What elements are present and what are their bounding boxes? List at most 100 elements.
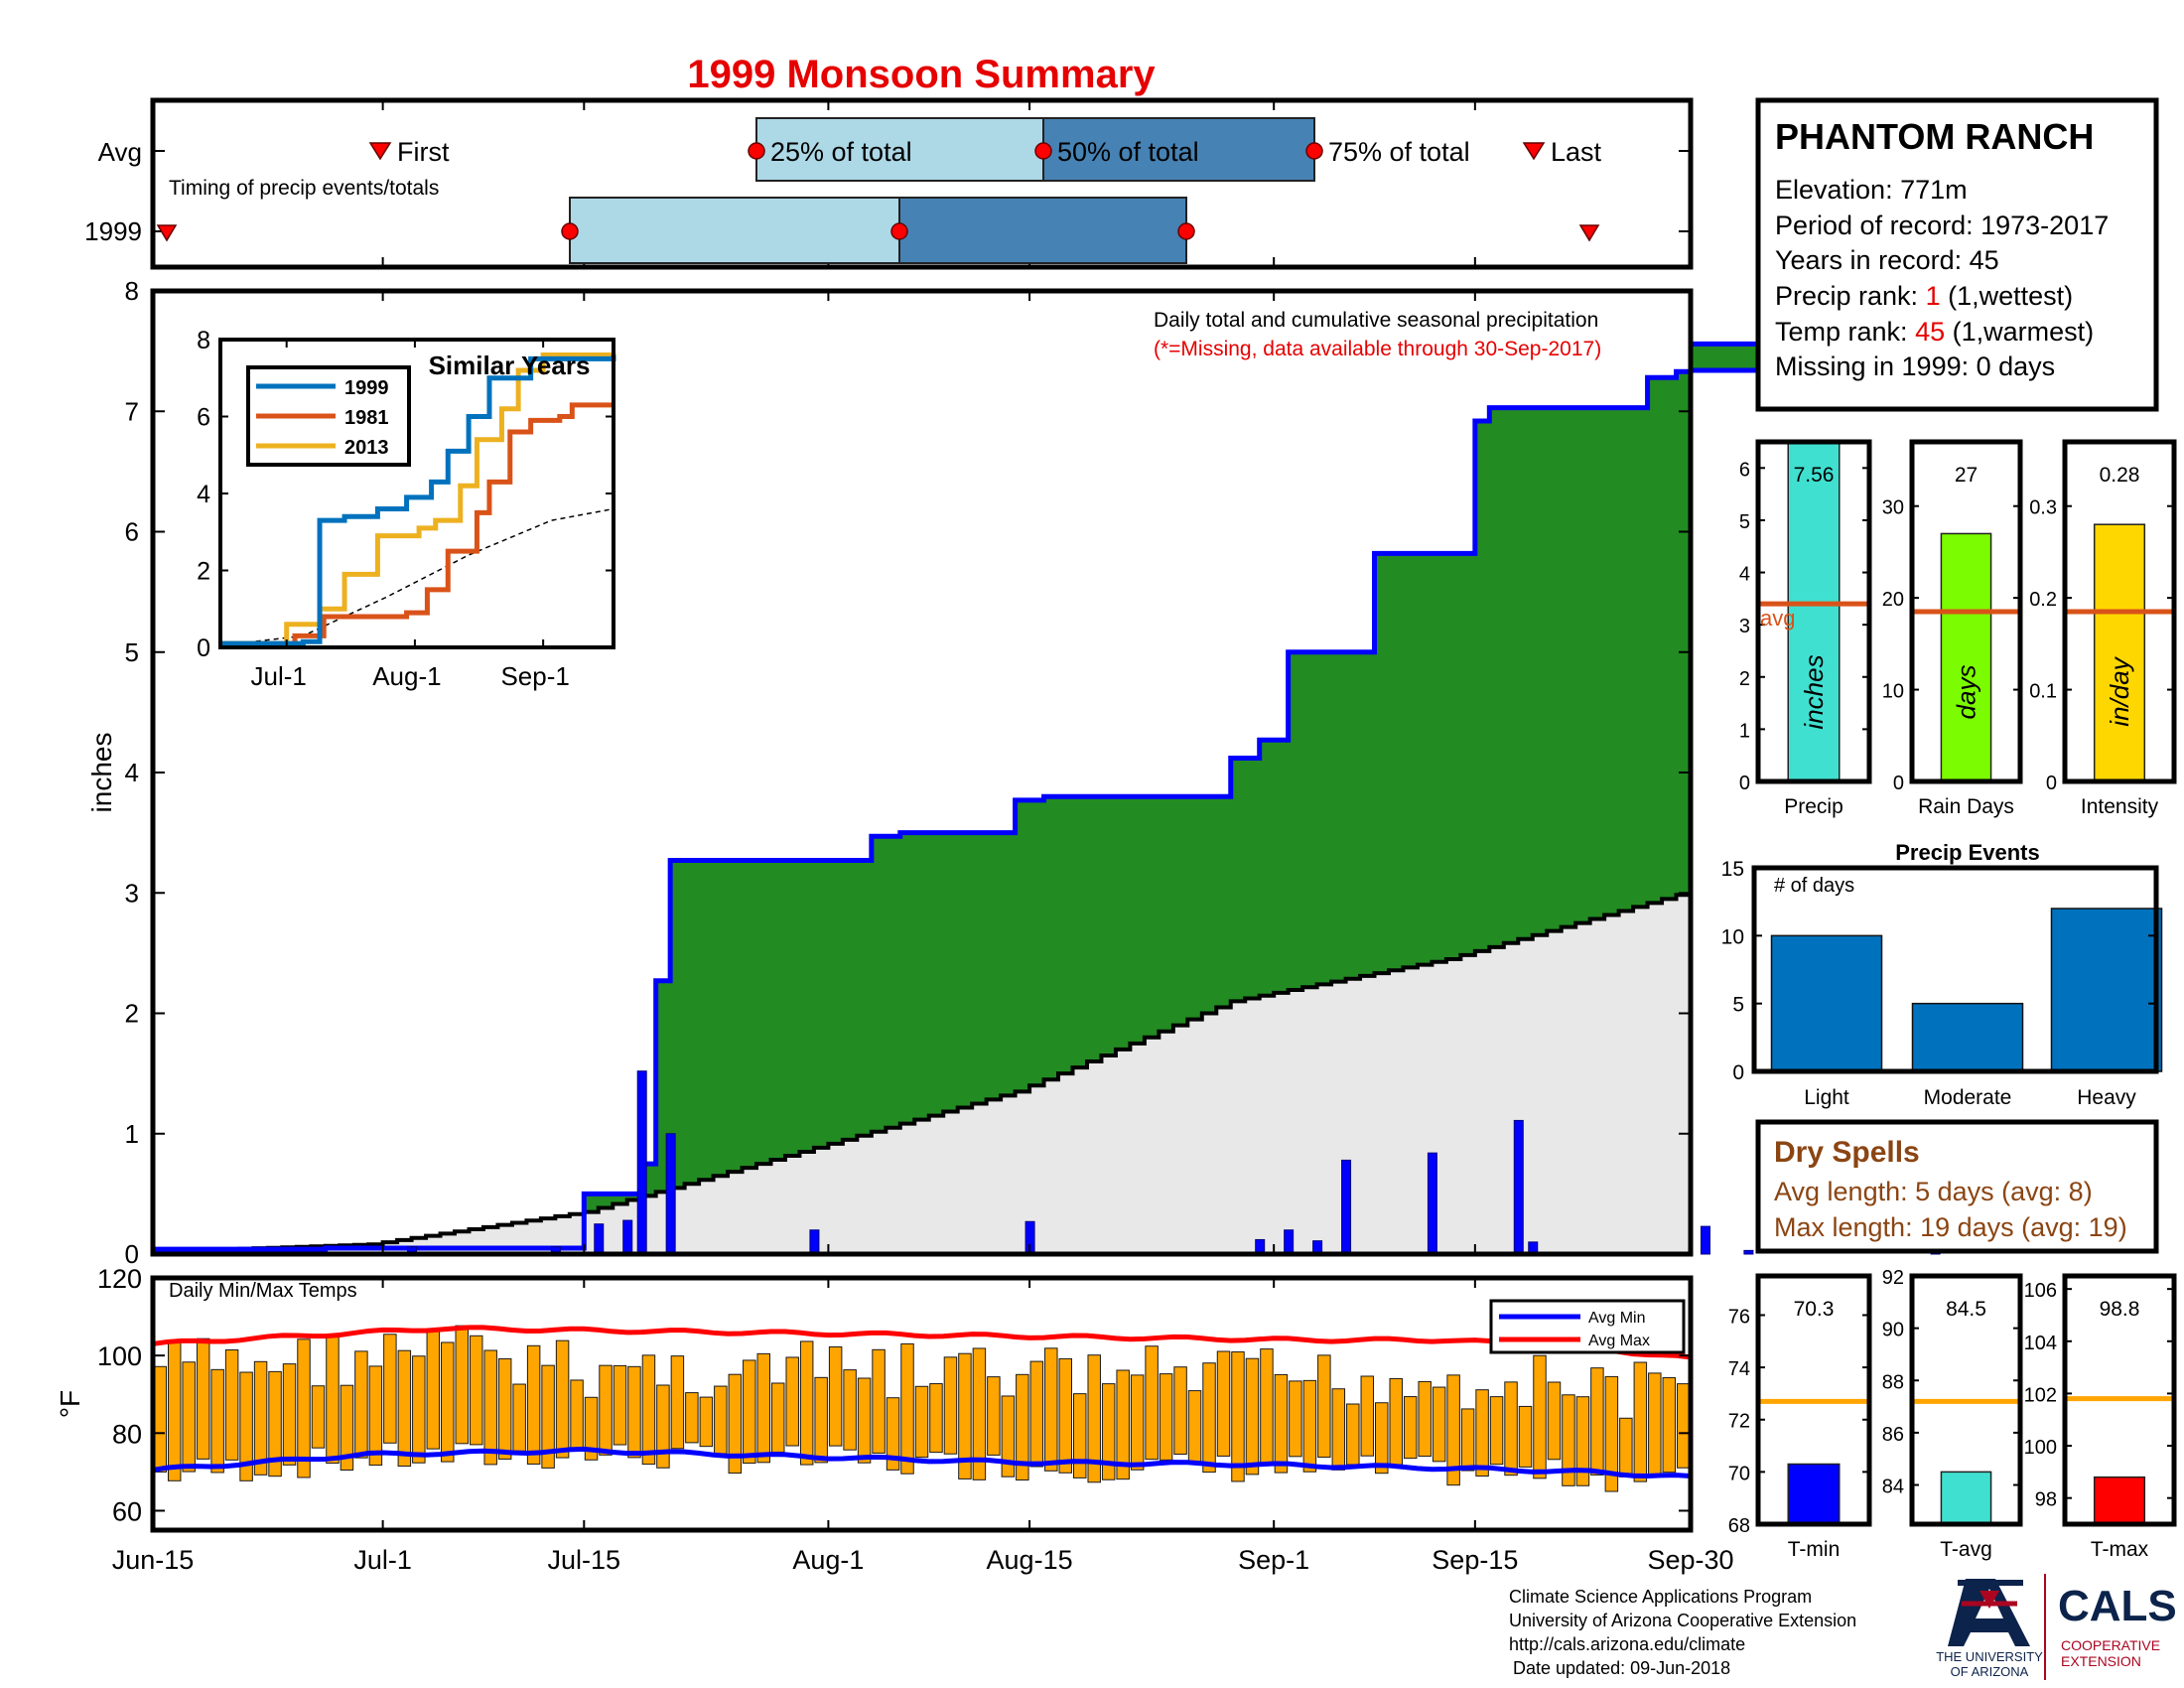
daily-temp-bar [1317,1354,1331,1459]
summary-bar [1787,441,1841,782]
event-y-tick-label: 10 [1721,925,1744,948]
daily-temp-bar [153,1365,167,1473]
precip-event-bar [1770,934,1883,1072]
daily-temp-bar [1346,1403,1360,1466]
daily-temp-bar [987,1376,1001,1456]
daily-temp-bar [714,1385,728,1455]
daily-temp-bar [1029,1360,1044,1468]
summary-bar [1787,1463,1841,1525]
cals-logo-text: CALS [2058,1582,2177,1630]
avg-last-label: Last [1551,137,1602,167]
summary-y-tick-label: 0.3 [2029,497,2057,519]
temp-chart: 60 80 100 120 Jun-15 Jul-1 Jul-15 Aug-1 Aug-15 S… [55,1264,1734,1575]
daily-temp-bar [1145,1345,1159,1461]
legend-avg-max: Avg Max [1588,1333,1650,1349]
summary-y-tick-label: 100 [2024,1437,2057,1459]
daily-temp-bar [441,1341,455,1463]
dry-spells-box: Dry Spells Avg length: 5 days (avg: 8) M… [1755,1119,2159,1254]
y1999-75-marker-icon [1177,222,1195,240]
station-precip-rank: Precip rank: 1 (1,wettest) [1775,281,2073,311]
daily-temp-bar [1590,1367,1604,1476]
daily-temp-bar [497,1357,512,1460]
timing-panel-title: Timing of precip events/totals [169,177,439,200]
daily-temp-bar [469,1335,483,1446]
daily-temp-bar [455,1325,469,1445]
inset-title: Similar Years [429,351,591,380]
summary-y-tick-label: 68 [1728,1515,1750,1537]
daily-temp-bar [368,1365,383,1467]
inset-y-tick-label: 8 [197,327,210,354]
temp-chart-title: Daily Min/Max Temps [169,1280,357,1302]
summary-y-tick-label: 90 [1882,1320,1904,1341]
station-info-box: PHANTOM RANCH Elevation: 771m Period of … [1755,97,2159,412]
summary-value: 84.5 [1946,1298,1986,1321]
daily-temp-bar [1619,1417,1633,1477]
daily-precip-bar [636,1070,647,1255]
daily-temp-bar [1087,1354,1101,1483]
daily-temp-bar [383,1334,397,1444]
avg-min-line [152,1446,1692,1478]
daily-temp-bar [167,1341,182,1481]
summary-y-tick-label: 106 [2024,1280,2057,1302]
daily-temp-bar [1533,1354,1547,1479]
summary-unit: inches [1799,654,1829,729]
daily-temp-bar [1116,1369,1130,1480]
inset-average-line [219,507,614,646]
daily-temp-bar [268,1370,282,1477]
main-y-tick-label: 3 [125,878,139,908]
avg-first-label: First [397,137,450,167]
precip-event-label: Light [1804,1086,1849,1109]
y1999-25-50-box [569,197,900,264]
daily-temp-bar [1101,1383,1116,1480]
daily-temp-bar [541,1364,555,1469]
daily-temp-bar [613,1364,627,1446]
daily-temp-bar [1604,1375,1619,1492]
avg-50-75-box [1042,117,1315,182]
daily-temp-bar [699,1396,714,1448]
daily-temp-bar [627,1365,641,1459]
daily-temp-bar [958,1352,972,1479]
cals-logo-sub-2: EXTENSION [2061,1653,2141,1669]
inset-x-tick-label: Sep-1 [500,661,569,691]
avg-25-marker-icon [748,142,765,160]
daily-temp-bar [253,1360,268,1476]
summary-value: 70.3 [1794,1298,1835,1321]
daily-temp-bar [326,1334,340,1465]
summary-panel-frame [1909,439,2023,784]
summary-label: T-min [1788,1538,1841,1561]
daily-temp-bar [426,1330,441,1450]
temp-summary-panel-t-avg: 84 86 88 90 92 84.5 T-avg [1882,1267,2023,1561]
legend-1981: 1981 [344,407,389,429]
similar-years-inset: 0 2 4 6 8 Jul-1 Aug-1 Sep-1 Similar Years 1999 … [197,327,616,691]
y1999-25-marker-icon [561,222,579,240]
summary-panel-frame [2062,439,2177,784]
daily-temp-bar [900,1342,914,1475]
daily-temp-bar [584,1396,599,1461]
daily-temp-bar [1489,1396,1504,1466]
summary-panel-frame [1755,1273,1872,1527]
daily-temp-bar [1389,1377,1403,1466]
x-date-label: Sep-15 [1432,1545,1518,1575]
daily-temp-bar [1302,1379,1317,1473]
daily-temp-bar [555,1339,570,1459]
daily-temp-bar [770,1382,785,1453]
daily-temp-bar [886,1397,900,1471]
daily-precip-bar [1743,1249,1754,1255]
summary-y-tick-label: 102 [2024,1384,2057,1406]
summary-y-tick-label: 86 [1882,1424,1904,1446]
daily-temp-bar [412,1355,426,1464]
daily-temp-bar [1001,1395,1016,1477]
event-y-tick-label: 5 [1732,994,1744,1017]
daily-temp-bar [828,1345,843,1447]
y1999-last-marker-icon [1578,224,1600,242]
daily-temp-bar [340,1384,354,1472]
daily-temp-bar [483,1349,497,1466]
daily-temp-bar [857,1377,872,1464]
daily-temp-bar [743,1359,756,1465]
station-name: PHANTOM RANCH [1775,116,2094,157]
daily-temp-bar [656,1384,670,1469]
daily-temp-bar [1432,1386,1446,1463]
inset-x-tick-label: Aug-1 [372,661,441,691]
x-date-label: Jul-1 [353,1545,412,1575]
